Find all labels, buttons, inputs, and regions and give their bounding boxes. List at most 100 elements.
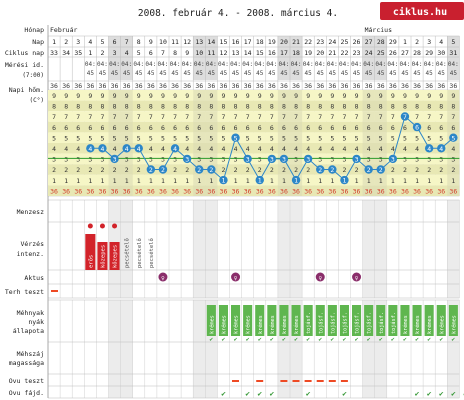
mucus-bar <box>255 305 265 336</box>
cycle-day-number: 24 <box>365 49 373 57</box>
mucus-check: ✔ <box>210 336 214 343</box>
temp-scale-digit: 3 <box>342 156 346 164</box>
temp-scale-digit: 5 <box>100 134 104 142</box>
temp-scale-digit: 9 <box>282 92 286 100</box>
temp-scale-digit: 1 <box>403 177 407 185</box>
temp-scale-digit: 2 <box>270 166 274 174</box>
ovu-test-dash <box>280 380 288 382</box>
weekend-temp-shade <box>362 121 375 133</box>
cycle-day-number: 6 <box>149 49 153 57</box>
intercourse-icon <box>231 272 241 282</box>
temp-scale-digit: 2 <box>258 166 262 174</box>
temp-scale-digit: 9 <box>330 92 334 100</box>
mucus-label: tojásf. <box>329 312 336 334</box>
intercourse-symbol: ♀ <box>234 275 238 282</box>
weekend-temp-shade <box>374 111 387 122</box>
intercourse-icon <box>158 272 168 282</box>
temp-point-label: 3 <box>355 156 359 164</box>
temp-point <box>352 154 361 164</box>
temp-scale-digit: 6 <box>173 124 177 132</box>
time-minute: 45 <box>232 70 240 77</box>
mucus-label: tojásf. <box>366 312 373 334</box>
time-hour: 04: <box>279 61 290 68</box>
time-minute: 45 <box>135 70 143 77</box>
temp-scale-digit: 6 <box>197 124 201 132</box>
temp-scale-digit: 3 <box>52 156 56 164</box>
temp-scale-digit: 5 <box>439 134 443 142</box>
temp-scale-digit: 9 <box>64 92 68 100</box>
mucus-check: ✔ <box>294 336 298 343</box>
temp-scale-digit: 36 <box>304 187 312 195</box>
temp-scale-digit: 5 <box>209 134 213 142</box>
temp-scale-digit: 1 <box>379 177 383 185</box>
temp-prefix: 36 <box>111 82 119 90</box>
temp-scale-digit: 36 <box>183 187 191 195</box>
temp-scale-digit: 2 <box>306 166 310 174</box>
temp-prefix: 36 <box>220 82 228 90</box>
mucus-check: ✔ <box>355 336 359 343</box>
temp-point-label: 5 <box>234 134 238 142</box>
time-hour: 04: <box>242 61 253 68</box>
temp-point-label: 4 <box>427 145 431 153</box>
intercourse-icon <box>315 272 325 282</box>
cycle-day-number: 1 <box>88 49 92 57</box>
temp-scale-digit: 6 <box>379 124 383 132</box>
cycle-day-number: 29 <box>425 49 433 57</box>
weekend-temp-shade <box>205 185 218 196</box>
mucus-label: tojásf. <box>390 312 397 334</box>
temp-point-label: 1 <box>258 177 262 185</box>
temp-point <box>110 154 119 164</box>
page-title: 2008. február 4. - 2008. március 4. <box>138 8 338 19</box>
time-minute: 45 <box>450 70 458 77</box>
temp-scale-digit: 6 <box>342 124 346 132</box>
weekend-temp-shade <box>374 174 387 186</box>
temp-scale-digit: 6 <box>100 124 104 132</box>
temp-scale-digit: 4 <box>64 145 68 153</box>
temp-point-label: 3 <box>306 156 310 164</box>
label-mucus: Méhnyak <box>17 309 44 317</box>
weekend-temp-shade <box>205 143 218 154</box>
temp-scale-digit: 3 <box>403 156 407 164</box>
temp-scale-digit: 6 <box>113 124 117 132</box>
temp-scale-digit: 7 <box>197 113 201 121</box>
temp-point-label: 2 <box>367 166 371 174</box>
intercourse-icon <box>352 272 362 282</box>
temp-scale-digit: 36 <box>316 187 324 195</box>
weekend-temp-shade <box>277 121 290 133</box>
temp-scale-digit: 6 <box>221 124 225 132</box>
day-number: 3 <box>427 38 431 46</box>
time-minute: 45 <box>123 70 131 77</box>
temp-scale-digit: 2 <box>173 166 177 174</box>
temp-scale-digit: 8 <box>185 103 189 111</box>
temp-point-label: 2 <box>209 166 213 174</box>
weekend-low-shade <box>120 300 133 398</box>
temp-row-band <box>48 174 460 186</box>
temp-scale-digit: 5 <box>125 134 129 142</box>
ovu-pain-check: ✔ <box>415 389 420 398</box>
temp-scale-digit: 4 <box>209 145 213 153</box>
temp-scale-digit: 8 <box>64 103 68 111</box>
weekend-temp-shade <box>205 90 218 101</box>
temp-scale-digit: 3 <box>137 156 141 164</box>
temp-scale-digit: 4 <box>294 145 298 153</box>
temp-scale-digit: 9 <box>125 92 129 100</box>
temp-scale-digit: 9 <box>185 92 189 100</box>
intercourse-symbol: ♀ <box>161 275 165 282</box>
temp-scale-digit: 8 <box>403 103 407 111</box>
weekend-temp-shade <box>447 174 460 186</box>
temp-scale-digit: 1 <box>137 177 141 185</box>
temp-scale-digit: 36 <box>328 187 336 195</box>
temp-scale-digit: 2 <box>88 166 92 174</box>
temp-scale-digit: 6 <box>439 124 443 132</box>
temp-row-band <box>48 90 460 101</box>
temp-scale-digit: 9 <box>52 92 56 100</box>
temp-scale-digit: 36 <box>365 187 373 195</box>
temp-scale-digit: 36 <box>449 187 457 195</box>
temp-prefix: 36 <box>244 82 252 90</box>
cycle-day-number: 5 <box>137 49 141 57</box>
weekend-temp-shade <box>362 100 375 112</box>
temp-point <box>182 154 192 164</box>
day-number: 5 <box>100 38 104 46</box>
temp-scale-digit: 3 <box>197 156 201 164</box>
cycle-day-number: 2 <box>100 49 104 57</box>
